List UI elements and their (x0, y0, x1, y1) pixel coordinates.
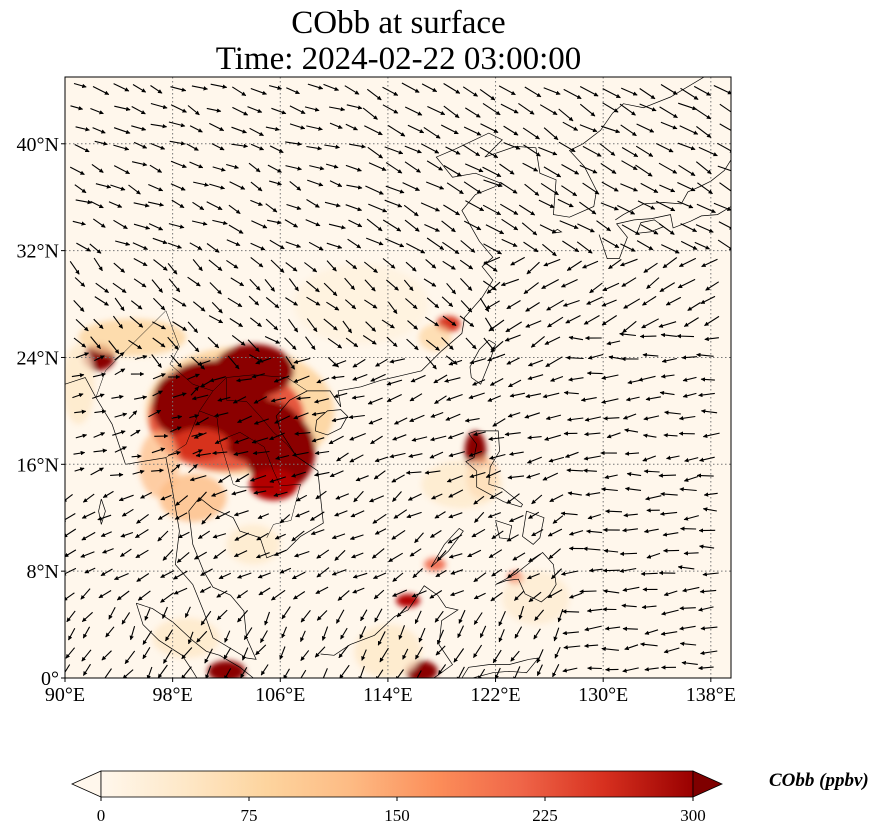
colorbar-tick-label-225: 225 (532, 806, 558, 825)
colorbar-tick-label-75: 75 (241, 806, 258, 825)
tick-label-lat-32: 32°N (17, 241, 59, 263)
colorbar-tick-label-300: 300 (680, 806, 706, 825)
wind-vectors (65, 82, 731, 678)
tick-label-lon-138: 138°E (686, 684, 736, 706)
title-line-2: Time: 2024-02-22 03:00:00 (215, 41, 582, 77)
colorbar-extend-max (692, 770, 723, 798)
tick-label-lon-98: 98°E (153, 684, 193, 706)
tick-label-lat-0: 0° (41, 668, 59, 690)
tick-label-lon-114: 114°E (363, 684, 412, 706)
tick-label-lon-106: 106°E (255, 684, 305, 706)
colorbar-label: CObb (ppbv) (769, 770, 869, 791)
colorbar-ticks: 0 75 150 225 300 (97, 797, 706, 825)
title-line-1: CObb at surface (291, 5, 506, 41)
colorbar-extend-min (71, 770, 102, 798)
colorbar-bar (100, 770, 694, 798)
tick-label-lat-8: 8°N (27, 561, 59, 583)
tick-label-lon-122: 122°E (470, 684, 520, 706)
concentration-field (65, 263, 570, 678)
tick-label-lat-24: 24°N (17, 347, 59, 369)
axis-ticks: 90°E 98°E 106°E 114°E 122°E 130°E 138°E 0° 8°N 16… (17, 134, 736, 706)
colorbar: 0 75 150 225 300 (71, 770, 723, 825)
map-frame (64, 76, 732, 679)
tick-label-lat-40: 40°N (17, 134, 59, 156)
tick-label-lon-90: 90°E (45, 684, 85, 706)
colorbar-tick-label-0: 0 (97, 806, 106, 825)
tick-label-lon-130: 130°E (578, 684, 628, 706)
colorbar-tick-label-150: 150 (384, 806, 410, 825)
tick-label-lat-16: 16°N (17, 454, 59, 476)
